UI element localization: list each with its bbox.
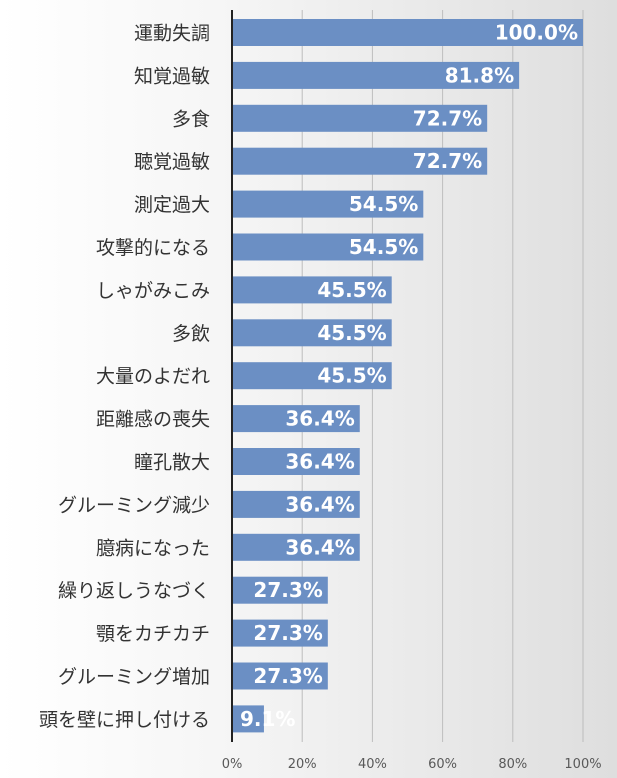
value-label: 36.4% xyxy=(285,407,354,431)
bar xyxy=(232,705,264,733)
category-label: 聴覚過敏 xyxy=(134,151,210,173)
bar xyxy=(232,533,360,561)
bar xyxy=(232,61,520,89)
bar xyxy=(232,233,424,261)
bar xyxy=(232,147,488,175)
category-label: 繰り返しうなづく xyxy=(58,580,210,602)
x-tick-label: 100% xyxy=(564,757,601,772)
value-label: 72.7% xyxy=(413,106,482,130)
bar xyxy=(232,448,360,475)
category-label: しゃがみこみ xyxy=(96,280,210,302)
bar xyxy=(232,319,392,347)
category-label: 運動失調 xyxy=(134,23,210,45)
category-label: 瞳孔散大 xyxy=(134,452,210,474)
value-label: 36.4% xyxy=(285,535,354,559)
x-tick-label: 80% xyxy=(498,757,527,772)
value-label: 27.3% xyxy=(253,664,322,688)
category-label: 攻撃的になる xyxy=(96,237,210,259)
category-label: 測定過大 xyxy=(134,194,210,216)
value-label: 45.5% xyxy=(317,278,386,302)
category-label: 頭を壁に押し付ける xyxy=(39,709,210,731)
x-axis-ticks: 0% 20% 40% 60% 80% 100% xyxy=(222,757,602,772)
value-label: 45.5% xyxy=(317,321,386,345)
value-label: 27.3% xyxy=(253,578,322,602)
x-tick-label: 60% xyxy=(428,757,457,772)
category-label: 臆病になった xyxy=(96,537,210,559)
value-label: 54.5% xyxy=(349,192,418,216)
bar xyxy=(232,619,328,647)
value-label: 54.5% xyxy=(349,235,418,259)
category-label: 大量のよだれ xyxy=(96,366,210,388)
bar xyxy=(232,576,328,604)
bar xyxy=(232,662,328,690)
value-label: 27.3% xyxy=(253,621,322,645)
x-tick-label: 40% xyxy=(358,757,387,772)
category-label: グルーミング減少 xyxy=(58,494,210,516)
bar xyxy=(232,276,392,304)
bar xyxy=(232,405,360,433)
value-label: 45.5% xyxy=(317,364,386,388)
value-label: 81.8% xyxy=(445,63,514,87)
value-label: 36.4% xyxy=(285,450,354,474)
value-labels: 100.0% 81.8% 72.7% 72.7% 54.5% 54.5% 45.5% 45.5… xyxy=(240,21,578,731)
category-label: 顎をカチカチ xyxy=(96,623,210,645)
category-label: グルーミング増加 xyxy=(58,666,210,688)
value-label: 100.0% xyxy=(495,21,578,45)
bar xyxy=(232,190,424,218)
value-label: 36.4% xyxy=(285,492,354,516)
category-label: 多食 xyxy=(172,108,210,130)
bar xyxy=(232,362,392,390)
bar xyxy=(232,490,360,518)
x-tick-label: 20% xyxy=(288,757,317,772)
category-label: 知覚過敏 xyxy=(134,65,210,87)
x-tick-label: 0% xyxy=(222,757,243,772)
category-label: 距離感の喪失 xyxy=(96,409,210,431)
category-labels: 運動失調知覚過敏多食聴覚過敏測定過大攻撃的になるしゃがみこみ多飲大量のよだれ距離… xyxy=(39,23,210,731)
bars xyxy=(232,19,583,733)
value-label: 72.7% xyxy=(413,149,482,173)
bar xyxy=(232,104,488,132)
category-label: 多飲 xyxy=(172,323,210,345)
bar xyxy=(232,19,583,46)
value-label: 9.1% xyxy=(240,707,295,731)
